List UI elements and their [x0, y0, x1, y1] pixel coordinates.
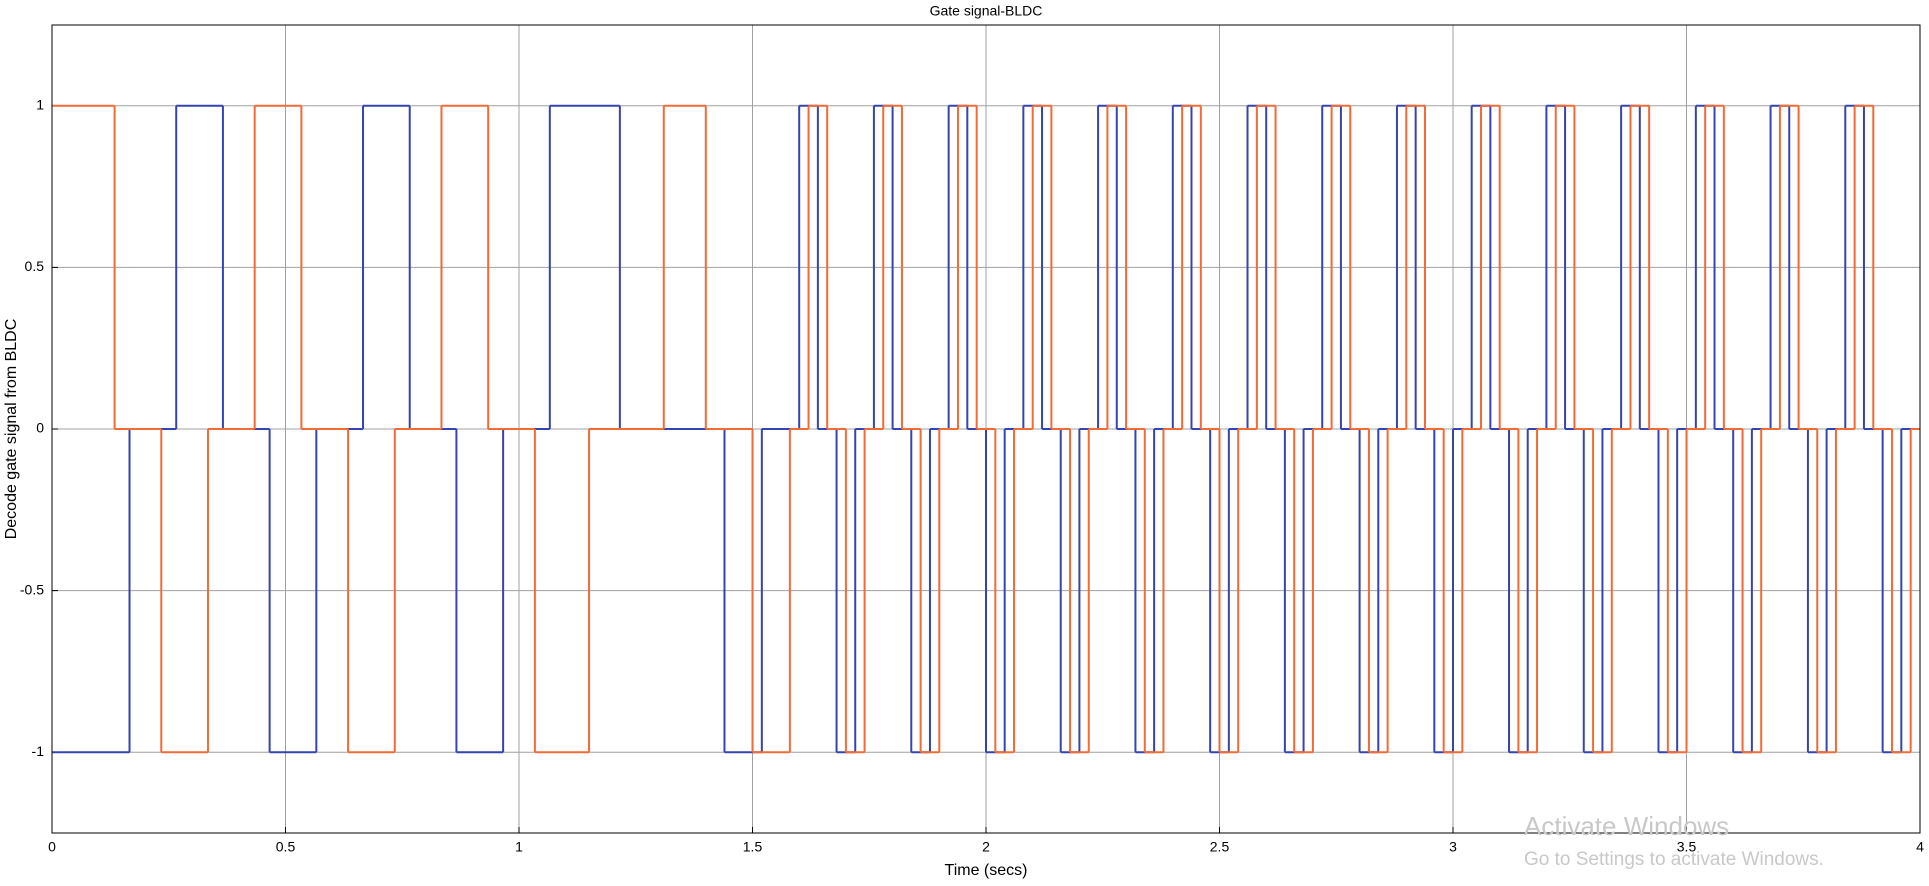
x-tick-label: 3	[1449, 839, 1457, 855]
y-tick-label: 1	[36, 97, 44, 113]
x-tick-label: 3.5	[1677, 839, 1697, 855]
y-tick-label: -1	[32, 743, 45, 759]
x-axis-label: Time (secs)	[945, 862, 1028, 879]
x-tick-label: 2.5	[1210, 839, 1230, 855]
x-tick-label: 1.5	[743, 839, 763, 855]
watermark-subtitle: Go to Settings to activate Windows.	[1524, 849, 1824, 870]
y-tick-label: -0.5	[20, 581, 44, 597]
plot-lines	[52, 104, 1920, 754]
x-tick-label: 0.5	[276, 839, 296, 855]
plot-frame	[51, 24, 1921, 834]
series	[52, 104, 1920, 754]
watermark-title: Activate Windows	[1524, 811, 1729, 841]
y-tick-label: 0.5	[25, 258, 45, 274]
y-tick-label: 0	[36, 420, 44, 436]
x-tick-label: 4	[1916, 839, 1924, 855]
labels: 0 0.5 1 1.5 2 2.5 3 3.5 4 -1 -0.5 0 0.5 1	[20, 97, 1924, 855]
y-axis-label: Decode gate signal from BLDC	[3, 319, 20, 540]
x-tick-label: 1	[515, 839, 523, 855]
x-tick-label: 2	[982, 839, 990, 855]
x-tick-label: 0	[48, 839, 56, 855]
chart-title: Gate signal-BLDC	[930, 3, 1043, 19]
